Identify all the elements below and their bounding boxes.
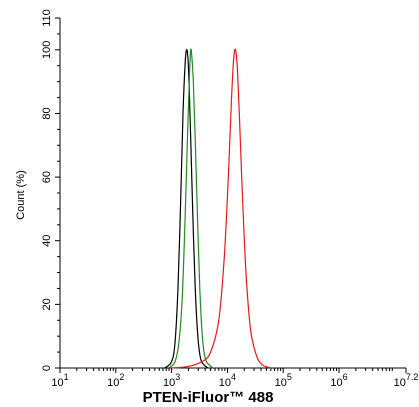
x-tick-label: 102 (107, 372, 124, 389)
x-tick-label: 101 (51, 372, 68, 389)
y-tick-label: 40 (41, 235, 53, 247)
tick-labels: 0 20 40 60 80 100 110 101 102 103 104 105 106 107.2 (41, 9, 418, 389)
series-1-curve (168, 48, 214, 369)
x-tick-label: 103 (163, 372, 180, 389)
y-tick-label: 60 (41, 171, 53, 183)
x-axis-label: PTEN-iFluor™ 488 (143, 389, 274, 406)
x-tick-label: 104 (219, 372, 236, 389)
axes (55, 17, 407, 373)
series-0-curve (164, 48, 209, 369)
series-2-curve (171, 48, 272, 369)
x-tick-label: 105 (275, 372, 292, 389)
y-tick-label: 20 (41, 298, 53, 310)
x-tick-label: 106 (330, 372, 347, 389)
y-tick-label: 110 (41, 9, 53, 27)
y-axis-label: Count (%) (15, 170, 27, 220)
y-tick-label: 0 (41, 365, 53, 371)
x-tick-label: 107.2 (394, 372, 419, 389)
y-tick-label: 80 (41, 107, 53, 119)
series-group (164, 48, 272, 369)
y-tick-label: 100 (41, 41, 53, 59)
